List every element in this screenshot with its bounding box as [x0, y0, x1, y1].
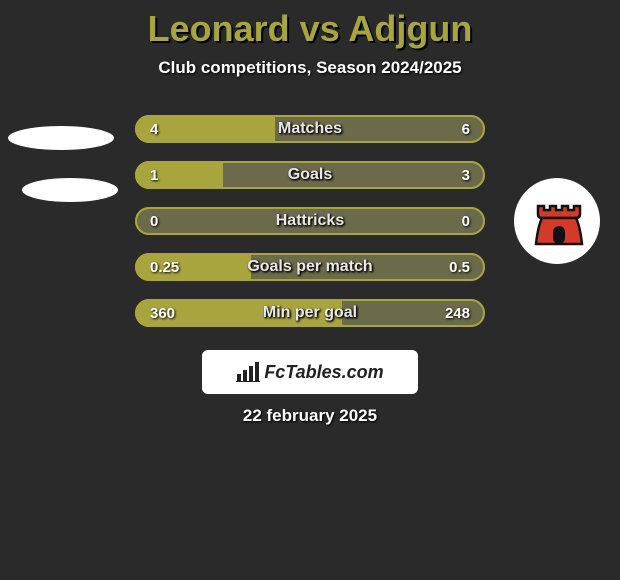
bar-track	[135, 253, 485, 281]
bar-right-fill	[135, 207, 485, 235]
brand-banner[interactable]: FcTables.com	[202, 350, 418, 394]
bar-track	[135, 207, 485, 235]
comparison-bars: Matches46Goals13Hattricks00Goals per mat…	[0, 106, 620, 336]
bar-right-fill	[251, 253, 486, 281]
stat-row: Matches46	[0, 106, 620, 152]
stat-row: Goals per match0.250.5	[0, 244, 620, 290]
brand-text: FcTables.com	[264, 362, 383, 383]
footer-date: 22 february 2025	[0, 406, 620, 426]
bar-track	[135, 115, 485, 143]
bar-chart-icon	[236, 362, 260, 382]
bar-left-fill	[135, 115, 275, 143]
bar-left-fill	[135, 253, 251, 281]
bar-right-fill	[342, 299, 486, 327]
stat-row: Hattricks00	[0, 198, 620, 244]
bar-track	[135, 299, 485, 327]
stat-row: Min per goal360248	[0, 290, 620, 336]
bar-right-fill	[275, 115, 485, 143]
bar-left-fill	[135, 299, 342, 327]
page-title: Leonard vs Adjgun	[0, 0, 620, 50]
stat-row: Goals13	[0, 152, 620, 198]
page-subtitle: Club competitions, Season 2024/2025	[0, 58, 620, 78]
bar-right-fill	[223, 161, 486, 189]
bar-track	[135, 161, 485, 189]
bar-left-fill	[135, 161, 223, 189]
